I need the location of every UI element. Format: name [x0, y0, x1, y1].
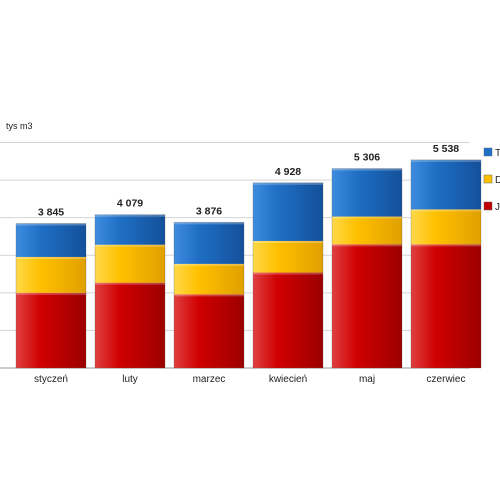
y-axis-unit-label: tys m3 [6, 121, 33, 131]
legend-swatch-j [483, 201, 493, 211]
bar-highlight-j-6 [411, 244, 481, 247]
legend-swatch-t [483, 147, 493, 157]
legend-label-j: J [495, 202, 500, 213]
bar-highlight-t-3 [174, 222, 244, 225]
bar-t-4 [253, 182, 323, 241]
bar-d-1 [16, 256, 86, 293]
bar-d-2 [95, 244, 165, 283]
bar-d-3 [174, 263, 244, 295]
bar-d-4 [253, 240, 323, 273]
x-tick-label-1: styczeń [34, 374, 68, 385]
legend-swatch-d [483, 174, 493, 184]
bar-j-5 [332, 244, 402, 368]
bar-outline-5 [331, 168, 403, 369]
bar-highlight-t-1 [16, 223, 86, 226]
total-label-1: 3 845 [38, 207, 64, 219]
bar-outline-1 [15, 223, 87, 369]
legend-label-t: T [495, 148, 500, 159]
bar-highlight-d-6 [411, 209, 481, 212]
legend-label-d: D [495, 175, 500, 186]
bar-outline-4 [252, 182, 324, 369]
bar-t-1 [16, 223, 86, 257]
bar-highlight-d-1 [16, 256, 86, 259]
bar-highlight-d-3 [174, 263, 244, 266]
total-label-4: 4 928 [275, 166, 301, 178]
bar-j-4 [253, 272, 323, 368]
bar-d-5 [332, 216, 402, 245]
bar-highlight-t-4 [253, 182, 323, 185]
bar-t-3 [174, 222, 244, 264]
bar-j-6 [411, 244, 481, 368]
bar-highlight-j-3 [174, 294, 244, 297]
total-label-5: 5 306 [354, 152, 380, 164]
bar-highlight-t-5 [332, 168, 402, 171]
legend: T D J [483, 147, 500, 213]
bar-j-1 [16, 292, 86, 368]
bar-d-6 [411, 209, 481, 245]
x-tick-label-4: kwiecień [269, 374, 307, 385]
x-tick-label-5: maj [359, 374, 375, 385]
bar-highlight-d-2 [95, 244, 165, 247]
bar-outline-2 [94, 214, 166, 369]
x-tick-label-2: luty [122, 374, 138, 385]
total-label-3: 3 876 [196, 205, 222, 217]
bar-t-5 [332, 168, 402, 217]
bar-highlight-t-2 [95, 214, 165, 217]
bar-highlight-t-6 [411, 159, 481, 162]
bar-highlight-d-4 [253, 240, 323, 243]
bar-highlight-j-5 [332, 244, 402, 247]
bar-t-6 [411, 159, 481, 210]
bar-highlight-j-1 [16, 292, 86, 295]
bar-highlight-d-5 [332, 216, 402, 219]
bar-outline-3 [173, 221, 245, 369]
total-label-2: 4 079 [117, 198, 143, 210]
x-tick-label-6: czerwiec [427, 374, 466, 385]
bars [15, 159, 482, 369]
x-tick-label-3: marzec [193, 374, 226, 385]
bar-j-3 [174, 294, 244, 368]
bar-highlight-j-4 [253, 272, 323, 275]
bar-t-2 [95, 214, 165, 245]
bar-j-2 [95, 282, 165, 368]
bar-outline-6 [410, 159, 482, 369]
bar-highlight-j-2 [95, 282, 165, 285]
labels: 3 845 styczeń 4 079 luty 3 876 marzec 4 928 kwi… [34, 143, 465, 385]
total-label-6: 5 538 [433, 143, 459, 155]
